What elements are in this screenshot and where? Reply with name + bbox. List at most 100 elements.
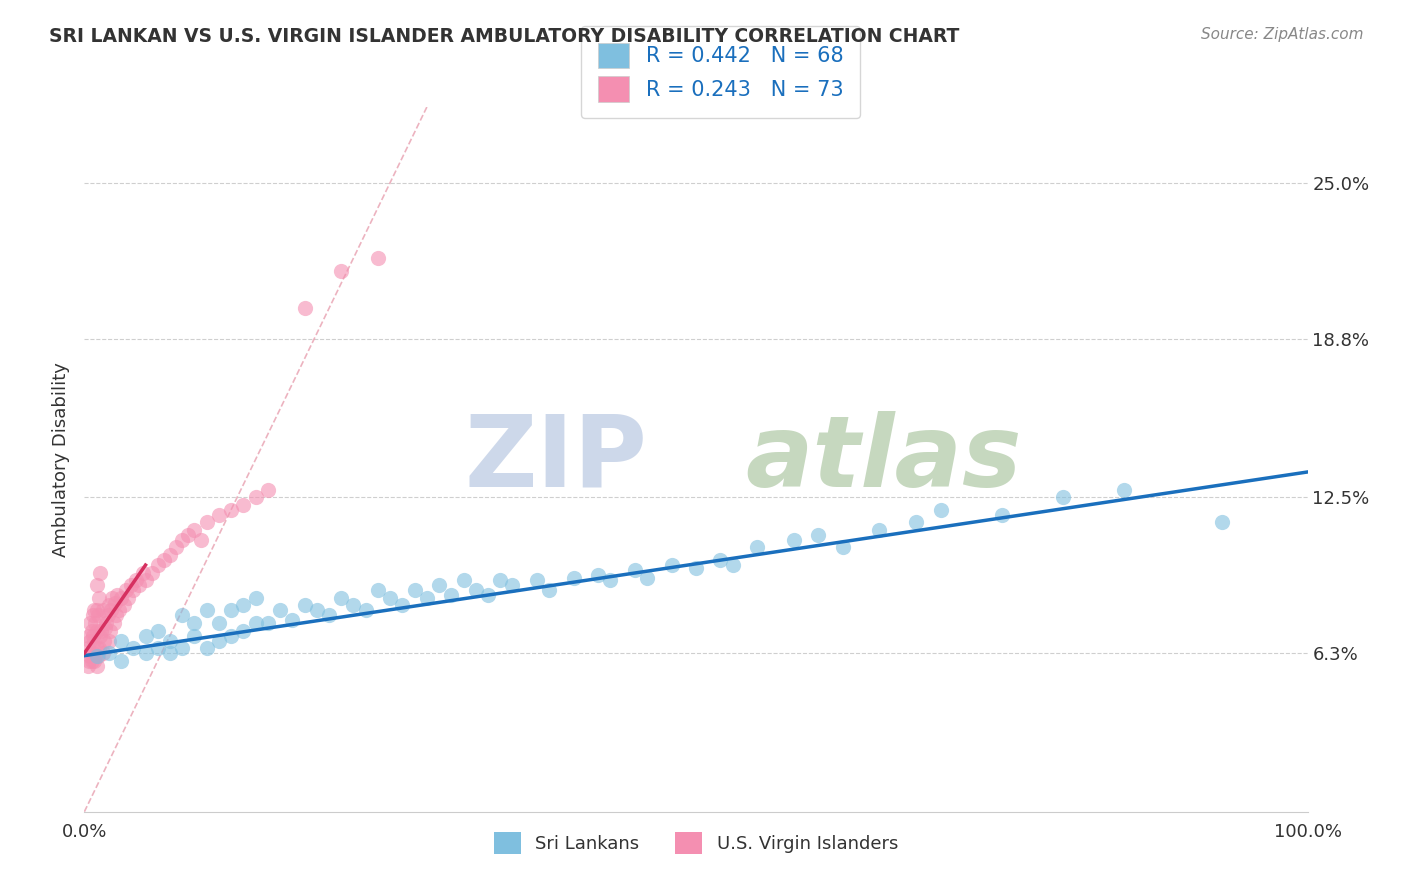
Point: [117, 591, 139, 605]
Point: [122, 583, 145, 598]
Point: [128, 578, 150, 592]
Point: [146, 624, 169, 638]
Point: [165, 541, 187, 555]
Point: [110, 591, 132, 605]
Point: [807, 528, 830, 542]
Point: [82, 646, 104, 660]
Point: [77, 641, 100, 656]
Text: atlas: atlas: [745, 411, 1021, 508]
Point: [391, 599, 413, 613]
Point: [269, 603, 291, 617]
Point: [91, 646, 114, 660]
Point: [1211, 516, 1233, 530]
Point: [135, 646, 157, 660]
Point: [929, 502, 952, 516]
Point: [97, 633, 120, 648]
Point: [87, 591, 110, 605]
Point: [105, 608, 128, 623]
Point: [110, 654, 132, 668]
Point: [783, 533, 806, 547]
Point: [80, 624, 103, 638]
Point: [991, 508, 1014, 522]
Point: [195, 516, 218, 530]
Point: [281, 614, 304, 628]
Point: [86, 658, 108, 673]
Point: [747, 541, 769, 555]
Point: [86, 648, 108, 663]
Point: [84, 648, 107, 663]
Point: [159, 548, 181, 562]
Point: [1114, 483, 1136, 497]
Point: [685, 560, 707, 574]
Point: [562, 571, 585, 585]
Point: [84, 615, 107, 630]
Point: [354, 603, 377, 617]
Point: [661, 558, 683, 573]
Text: Source: ZipAtlas.com: Source: ZipAtlas.com: [1201, 27, 1364, 42]
Point: [86, 578, 108, 592]
Point: [159, 633, 181, 648]
Point: [153, 553, 176, 567]
Point: [464, 583, 486, 598]
Point: [77, 658, 100, 673]
Point: [89, 628, 111, 642]
Point: [245, 490, 267, 504]
Text: SRI LANKAN VS U.S. VIRGIN ISLANDER AMBULATORY DISABILITY CORRELATION CHART: SRI LANKAN VS U.S. VIRGIN ISLANDER AMBUL…: [49, 27, 959, 45]
Point: [77, 628, 100, 642]
Point: [416, 591, 439, 605]
Point: [104, 596, 127, 610]
Point: [86, 624, 108, 638]
Point: [489, 573, 512, 587]
Point: [183, 615, 205, 630]
Point: [305, 603, 328, 617]
Point: [83, 654, 105, 668]
Point: [79, 615, 101, 630]
Point: [294, 599, 316, 613]
Point: [183, 523, 205, 537]
Point: [318, 608, 340, 623]
Point: [87, 641, 110, 656]
Point: [427, 578, 450, 592]
Point: [636, 571, 658, 585]
Point: [380, 591, 402, 605]
Point: [101, 591, 124, 605]
Point: [232, 498, 254, 512]
Point: [82, 628, 104, 642]
Point: [132, 566, 155, 580]
Point: [83, 603, 105, 617]
Point: [97, 646, 120, 660]
Point: [125, 573, 148, 587]
Point: [219, 502, 242, 516]
Point: [98, 624, 121, 638]
Point: [86, 603, 108, 617]
Point: [159, 646, 181, 660]
Point: [526, 573, 548, 587]
Point: [257, 483, 280, 497]
Point: [96, 615, 118, 630]
Point: [869, 523, 891, 537]
Point: [91, 603, 114, 617]
Point: [905, 516, 928, 530]
Point: [107, 603, 129, 617]
Point: [831, 541, 853, 555]
Point: [367, 583, 389, 598]
Point: [100, 603, 122, 617]
Point: [245, 615, 267, 630]
Point: [294, 301, 316, 316]
Point: [87, 648, 110, 663]
Point: [141, 566, 163, 580]
Text: ZIP: ZIP: [464, 411, 647, 508]
Point: [453, 573, 475, 587]
Point: [82, 608, 104, 623]
Point: [404, 583, 426, 598]
Point: [77, 654, 100, 668]
Point: [721, 558, 744, 573]
Point: [146, 558, 169, 573]
Point: [219, 628, 242, 642]
Point: [93, 633, 115, 648]
Point: [110, 633, 132, 648]
Point: [208, 633, 231, 648]
Point: [177, 528, 200, 542]
Point: [232, 624, 254, 638]
Point: [342, 599, 364, 613]
